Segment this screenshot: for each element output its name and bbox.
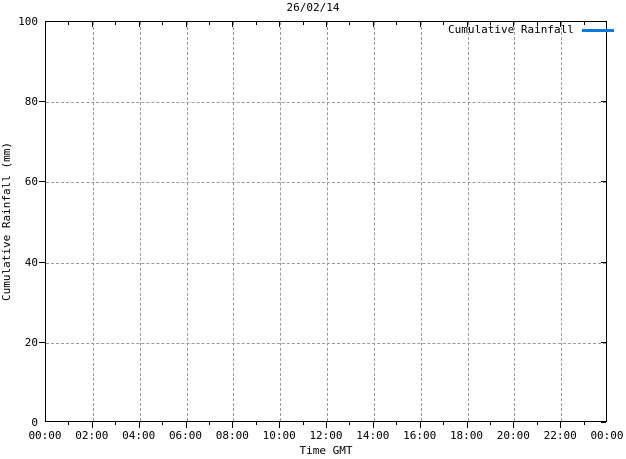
gridline-vertical — [373, 22, 375, 421]
y-tick-mark — [39, 261, 45, 263]
gridline-horizontal — [46, 102, 606, 104]
x-tick-mark-top — [396, 22, 398, 25]
x-tick-mark-minor — [68, 422, 70, 425]
y-tick-label: 100 — [18, 15, 38, 28]
y-tick-mark-right — [601, 422, 606, 423]
x-tick-mark-top — [466, 22, 468, 27]
x-tick-mark-minor — [208, 422, 210, 425]
y-tick-label: 80 — [24, 95, 38, 109]
x-tick-label: 08:00 — [215, 429, 249, 442]
x-tick-mark-minor — [349, 422, 351, 425]
x-tick-mark-top — [232, 22, 234, 27]
x-tick-mark — [466, 422, 468, 428]
x-tick-mark-minor — [583, 422, 585, 425]
x-tick-mark-top — [349, 22, 351, 25]
y-axis-title: Cumulative Rainfall (mm) — [0, 142, 13, 301]
y-tick-mark-right — [601, 21, 606, 22]
x-tick-mark-top — [302, 22, 304, 25]
x-tick-label: 10:00 — [262, 429, 296, 442]
x-tick-mark-minor — [255, 422, 257, 425]
x-tick-mark-top — [489, 22, 491, 25]
x-tick-mark-top — [443, 22, 445, 25]
gridline-vertical — [514, 22, 516, 421]
x-tick-mark-top — [583, 22, 585, 25]
gridline-vertical — [92, 22, 94, 421]
x-tick-mark-top — [185, 22, 187, 27]
x-tick-mark-top — [536, 22, 538, 25]
x-tick-mark — [138, 422, 140, 428]
y-tick-label: 40 — [24, 255, 38, 269]
gridline-horizontal — [46, 262, 606, 264]
y-tick-mark-right — [601, 101, 606, 103]
gridline-vertical — [186, 22, 188, 421]
y-tick-label: 20 — [24, 335, 38, 349]
y-tick-label: 60 — [24, 175, 38, 189]
legend-line-swatch — [581, 28, 614, 32]
gridline-vertical — [139, 22, 141, 421]
x-tick-mark — [419, 422, 421, 428]
x-tick-label: 22:00 — [543, 429, 577, 442]
gridline-vertical — [327, 22, 328, 421]
y-tick-mark-right — [601, 181, 606, 183]
x-tick-label: 04:00 — [122, 429, 156, 442]
x-tick-mark-minor — [443, 422, 445, 425]
chart-title: 26/02/14 — [286, 1, 340, 14]
x-tick-mark-minor — [162, 422, 164, 425]
x-tick-mark-minor — [396, 422, 398, 425]
x-tick-mark — [185, 422, 187, 428]
y-tick-mark — [39, 101, 45, 103]
gridline-vertical — [280, 22, 282, 421]
x-tick-mark-top — [419, 22, 421, 27]
x-tick-mark — [372, 422, 374, 428]
x-tick-mark-top — [162, 22, 164, 25]
x-tick-label: 16:00 — [403, 429, 437, 442]
y-tick-mark — [39, 341, 45, 343]
x-tick-label: 20:00 — [496, 429, 530, 442]
x-tick-label: 00:00 — [28, 429, 62, 442]
x-tick-label: 14:00 — [356, 429, 390, 442]
gridline-horizontal — [46, 342, 606, 344]
x-tick-mark-minor — [489, 422, 491, 425]
x-tick-label: 06:00 — [168, 429, 203, 442]
x-tick-mark — [91, 422, 93, 428]
x-tick-mark-top — [372, 22, 374, 27]
x-tick-mark-top — [115, 22, 117, 25]
gridline-vertical — [467, 22, 469, 421]
x-tick-mark-top — [326, 22, 327, 27]
x-tick-mark — [232, 422, 234, 428]
x-tick-mark — [560, 422, 562, 428]
y-tick-mark-right — [601, 261, 606, 263]
x-tick-mark-minor — [536, 422, 538, 425]
x-tick-label: 12:00 — [309, 429, 343, 442]
x-axis-title: Time GMT — [299, 444, 353, 457]
gridline-vertical — [420, 22, 422, 421]
plot-area — [45, 21, 607, 422]
x-tick-label: 18:00 — [449, 429, 484, 442]
x-tick-mark — [326, 422, 327, 428]
x-tick-mark-top — [91, 22, 93, 27]
gridline-horizontal — [46, 182, 606, 184]
gridline-vertical — [233, 22, 235, 421]
x-tick-mark-top — [560, 22, 562, 27]
x-tick-mark-top — [513, 22, 515, 27]
legend: Cumulative Rainfall — [448, 24, 614, 36]
y-tick-mark-right — [601, 341, 606, 343]
x-tick-mark-top — [68, 22, 70, 25]
gridline-vertical — [561, 22, 563, 421]
x-tick-mark-minor — [302, 422, 304, 425]
x-tick-mark-top — [279, 22, 281, 27]
x-tick-label: 02:00 — [75, 429, 109, 442]
x-tick-label: 00:00 — [590, 429, 624, 442]
x-tick-mark-minor — [115, 422, 117, 425]
x-tick-mark — [513, 422, 515, 428]
y-tick-label: 0 — [31, 416, 38, 429]
y-tick-mark — [39, 181, 45, 183]
legend-label: Cumulative Rainfall — [448, 23, 574, 36]
x-tick-mark — [279, 422, 281, 428]
x-tick-mark-top — [255, 22, 257, 25]
x-tick-mark-top — [138, 22, 140, 27]
x-tick-mark-top — [208, 22, 210, 25]
